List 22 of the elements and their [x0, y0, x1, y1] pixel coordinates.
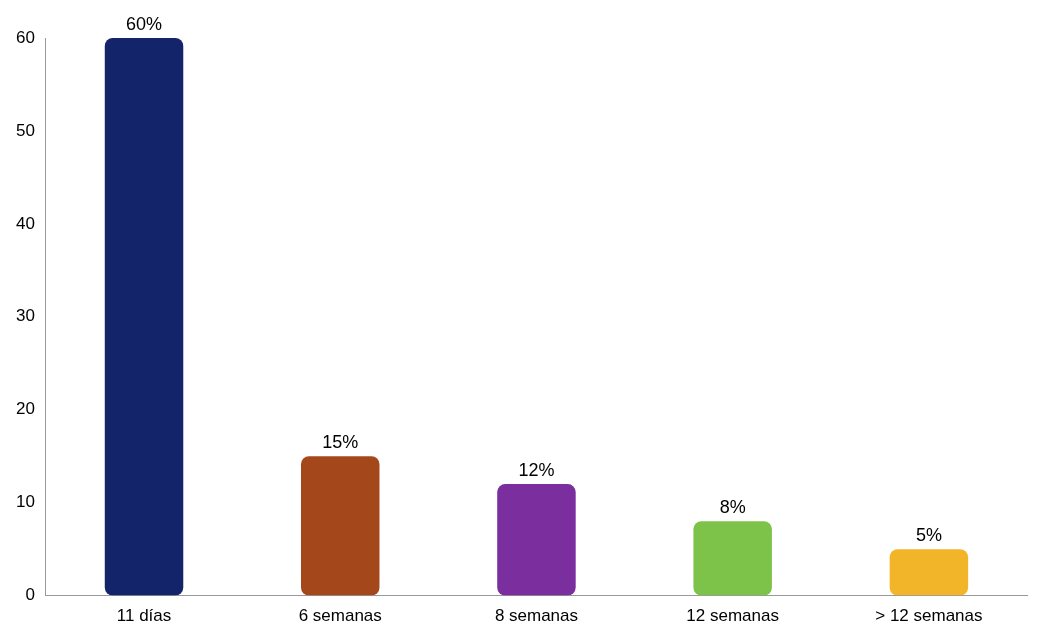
x-tick-label: 8 semanas — [494, 606, 579, 626]
bar — [104, 38, 184, 596]
data-label: 12% — [518, 460, 555, 481]
y-tick-label: 50 — [15, 120, 35, 140]
x-tick-label: 11 días — [116, 606, 172, 626]
bar — [693, 521, 772, 596]
bar — [497, 484, 576, 596]
y-tick-label: 20 — [15, 399, 35, 419]
x-tick-label: > 12 semanas — [875, 606, 983, 626]
x-tick-label: 12 semanas — [686, 606, 779, 626]
data-label: 15% — [322, 432, 359, 453]
data-label: 60% — [126, 13, 163, 34]
y-tick-label: 10 — [15, 492, 35, 512]
x-tick-label: 6 semanas — [298, 606, 382, 626]
data-label: 8% — [719, 497, 746, 518]
y-tick-label: 30 — [15, 306, 35, 326]
data-label: 5% — [915, 525, 942, 546]
bar — [300, 456, 380, 596]
y-tick-label: 40 — [15, 213, 35, 233]
y-tick-label: 0 — [25, 585, 35, 605]
y-tick-label: 60 — [15, 27, 35, 47]
bar — [889, 549, 969, 596]
